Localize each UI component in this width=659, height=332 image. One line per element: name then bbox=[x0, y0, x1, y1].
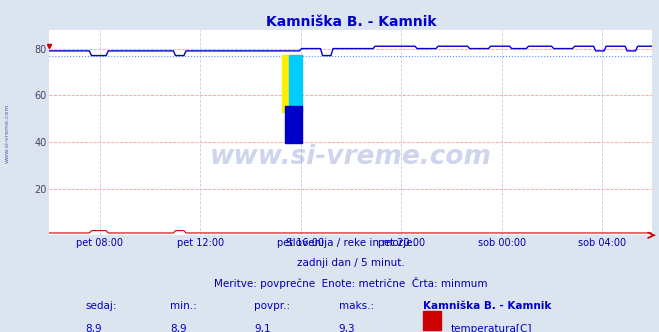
Text: 8,9: 8,9 bbox=[86, 324, 102, 332]
FancyBboxPatch shape bbox=[281, 54, 295, 112]
Text: sedaj:: sedaj: bbox=[86, 301, 117, 311]
Text: Kamniška B. - Kamnik: Kamniška B. - Kamnik bbox=[423, 301, 552, 311]
Text: povpr.:: povpr.: bbox=[254, 301, 291, 311]
Text: min.:: min.: bbox=[170, 301, 197, 311]
Text: Meritve: povprečne  Enote: metrične  Črta: minmum: Meritve: povprečne Enote: metrične Črta:… bbox=[214, 277, 488, 289]
Text: 8,9: 8,9 bbox=[170, 324, 186, 332]
Bar bbox=[423, 311, 442, 330]
Text: 9,3: 9,3 bbox=[339, 324, 355, 332]
Text: Slovenija / reke in morje.: Slovenija / reke in morje. bbox=[286, 238, 416, 248]
Text: www.si-vreme.com: www.si-vreme.com bbox=[5, 103, 10, 163]
Text: 9,1: 9,1 bbox=[254, 324, 271, 332]
Text: temperatura[C]: temperatura[C] bbox=[450, 324, 532, 332]
Text: zadnji dan / 5 minut.: zadnji dan / 5 minut. bbox=[297, 258, 405, 268]
Text: maks.:: maks.: bbox=[339, 301, 374, 311]
Text: www.si-vreme.com: www.si-vreme.com bbox=[210, 144, 492, 170]
FancyBboxPatch shape bbox=[285, 106, 302, 143]
Title: Kamniška B. - Kamnik: Kamniška B. - Kamnik bbox=[266, 15, 436, 29]
FancyBboxPatch shape bbox=[289, 54, 302, 112]
